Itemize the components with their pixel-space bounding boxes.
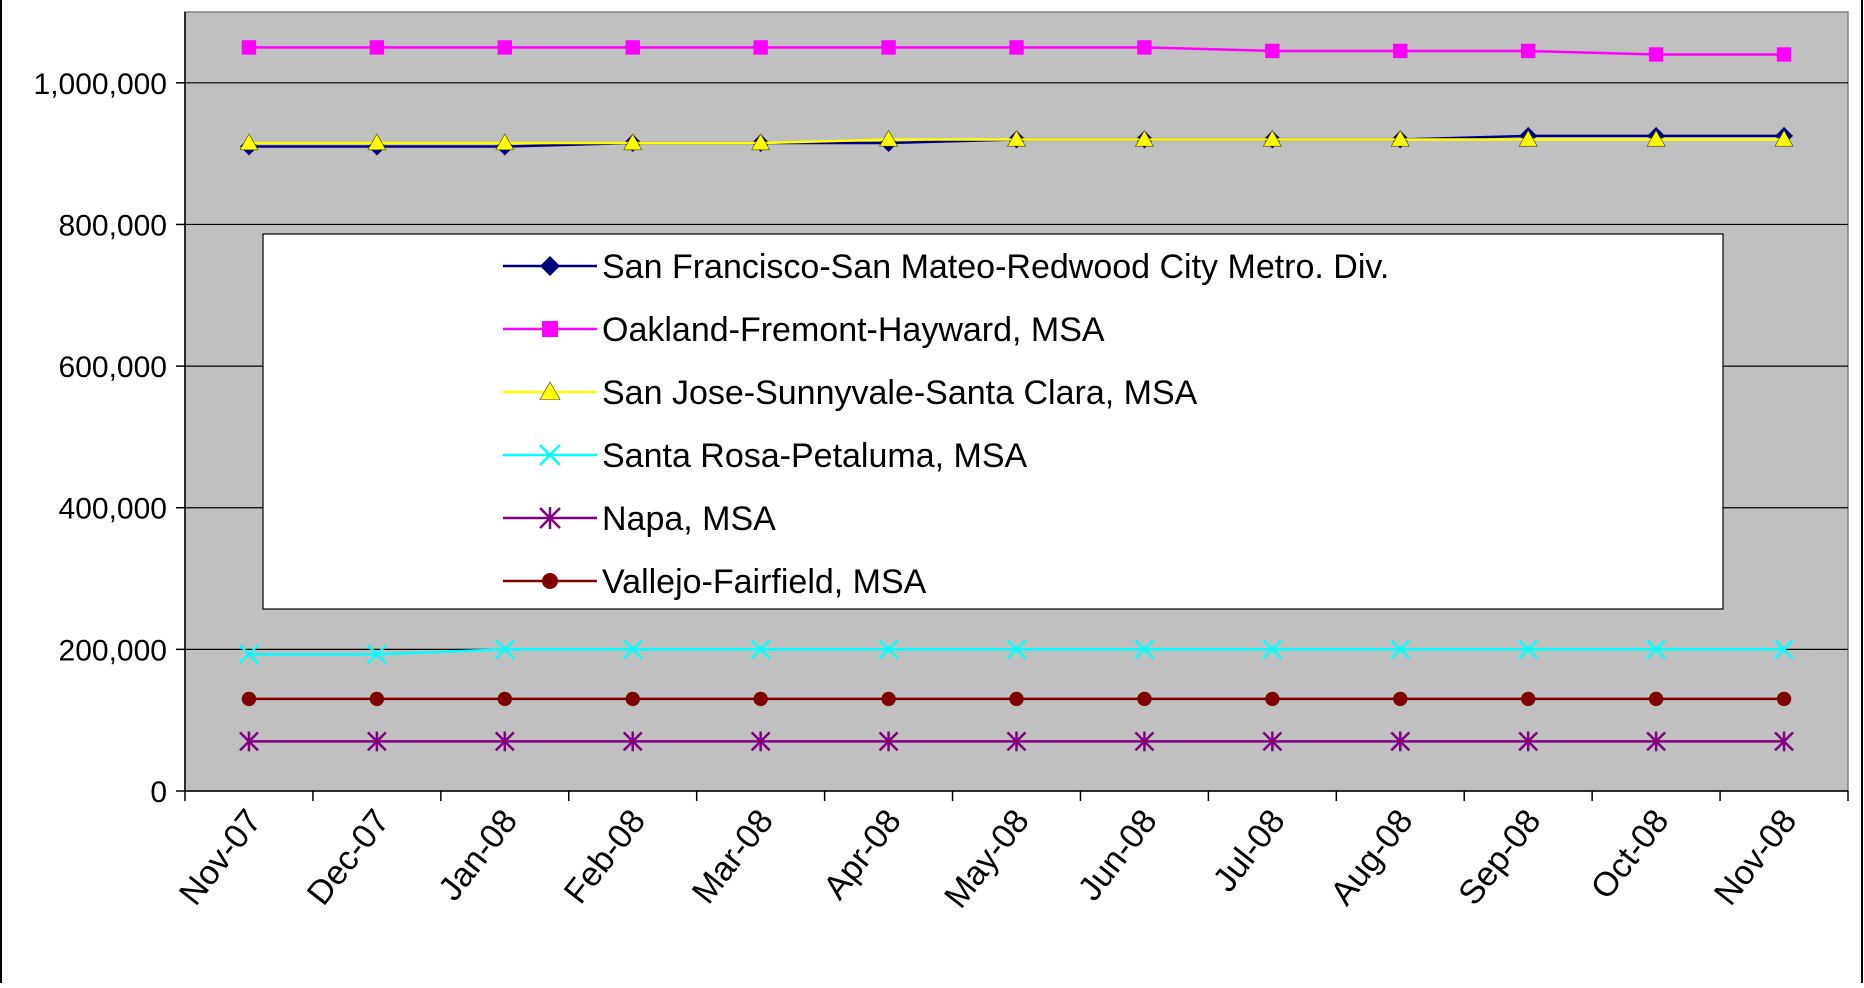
data-point: [1265, 692, 1279, 706]
data-point: [370, 692, 384, 706]
data-point: [498, 692, 512, 706]
data-point: [498, 40, 512, 54]
data-point: [1393, 692, 1407, 706]
x-tick-label: Apr-08: [816, 803, 909, 907]
legend-label: Napa, MSA: [602, 500, 776, 538]
data-point: [626, 692, 640, 706]
data-point: [242, 692, 256, 706]
legend-label: Vallejo-Fairfield, MSA: [602, 563, 927, 601]
legend-label: San Francisco-San Mateo-Redwood City Met…: [602, 248, 1389, 286]
x-tick-label: May-08: [937, 803, 1037, 916]
x-tick-label: Dec-07: [300, 803, 397, 913]
legend-label: Oakland-Fremont-Hayward, MSA: [602, 311, 1105, 349]
legend: [263, 234, 1723, 609]
x-tick-label: Sep-08: [1451, 803, 1548, 913]
x-tick-label: Jan-08: [431, 803, 525, 908]
data-point: [1009, 692, 1023, 706]
y-tick-label: 0: [150, 776, 167, 809]
data-point: [881, 692, 895, 706]
data-point: [1521, 44, 1535, 58]
y-tick-label: 800,000: [59, 209, 167, 242]
data-point: [1265, 44, 1279, 58]
legend-label: Santa Rosa-Petaluma, MSA: [602, 437, 1028, 475]
data-point: [1777, 47, 1791, 61]
data-point: [1521, 692, 1535, 706]
y-tick-label: 400,000: [59, 493, 167, 526]
data-point: [1137, 40, 1151, 54]
data-point: [753, 40, 767, 54]
data-point: [1649, 47, 1663, 61]
legend-entry-0: San Francisco-San Mateo-Redwood City Met…: [503, 248, 1389, 286]
data-point: [881, 40, 895, 54]
y-tick-label: 1,000,000: [34, 68, 167, 101]
x-tick-label: Feb-08: [557, 803, 653, 911]
x-tick-label: Jul-08: [1206, 803, 1293, 899]
data-point: [1137, 692, 1151, 706]
x-tick-label: Aug-08: [1323, 803, 1420, 913]
data-point: [1393, 44, 1407, 58]
data-point: [1009, 40, 1023, 54]
data-point: [542, 573, 558, 589]
data-point: [242, 40, 256, 54]
y-tick-label: 600,000: [59, 351, 167, 384]
y-tick-label: 200,000: [59, 634, 167, 667]
data-point: [542, 321, 558, 337]
data-point: [370, 40, 384, 54]
data-point: [626, 40, 640, 54]
x-tick-label: Nov-07: [172, 803, 269, 913]
data-point: [1649, 692, 1663, 706]
legend-label: San Jose-Sunnyvale-Santa Clara, MSA: [602, 374, 1198, 412]
data-point: [753, 692, 767, 706]
x-tick-label: Jun-08: [1071, 803, 1165, 908]
legend-entry-2: San Jose-Sunnyvale-Santa Clara, MSA: [503, 374, 1198, 412]
data-point: [1777, 692, 1791, 706]
x-tick-label: Oct-08: [1584, 803, 1677, 907]
x-tick-label: Mar-08: [685, 803, 781, 911]
x-tick-label: Nov-08: [1707, 803, 1804, 913]
